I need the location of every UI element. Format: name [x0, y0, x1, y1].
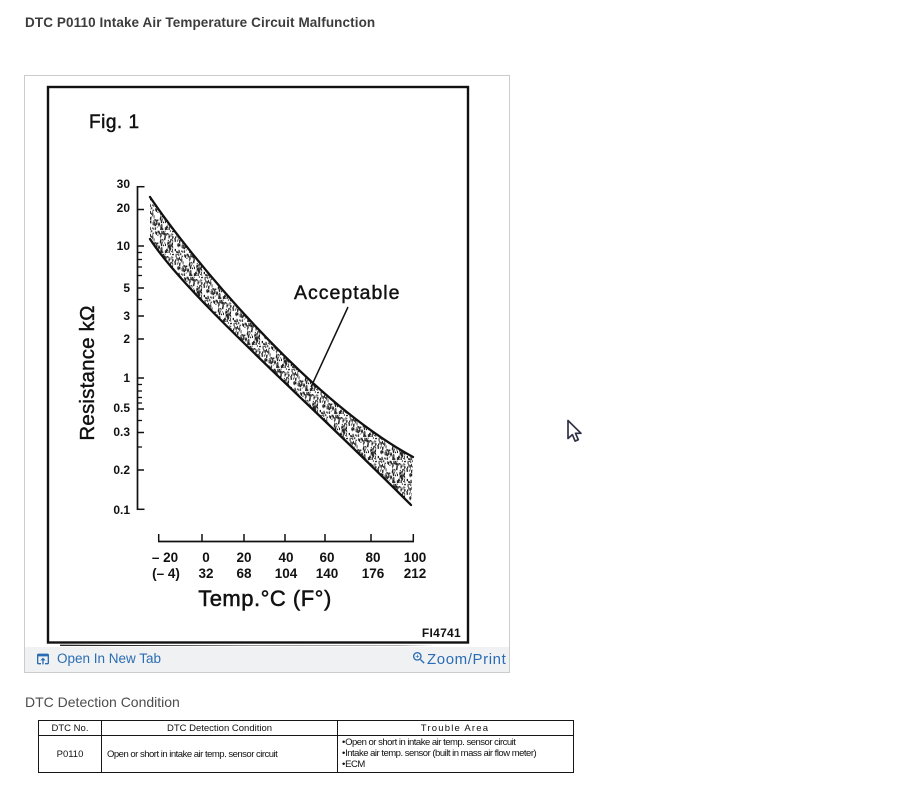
svg-text:5: 5 — [123, 281, 130, 295]
svg-text:10: 10 — [117, 239, 131, 253]
svg-text:2: 2 — [123, 332, 130, 346]
svg-text:104: 104 — [275, 566, 298, 581]
svg-text:32: 32 — [198, 566, 213, 581]
svg-text:0.2: 0.2 — [113, 463, 130, 477]
svg-text:FI4741: FI4741 — [422, 626, 461, 640]
svg-text:(– 4): (– 4) — [152, 566, 180, 581]
svg-text:0.1: 0.1 — [113, 503, 130, 517]
svg-text:3: 3 — [123, 309, 130, 323]
svg-text:20: 20 — [236, 550, 251, 565]
svg-text:40: 40 — [278, 550, 293, 565]
svg-text:68: 68 — [236, 566, 252, 581]
svg-text:0: 0 — [202, 550, 210, 565]
svg-text:30: 30 — [117, 177, 131, 191]
svg-text:0.3: 0.3 — [113, 425, 130, 439]
svg-text:0.5: 0.5 — [113, 401, 130, 415]
svg-text:176: 176 — [362, 566, 385, 581]
svg-text:Temp.°C (F°): Temp.°C (F°) — [198, 586, 332, 611]
svg-text:100: 100 — [404, 550, 427, 565]
svg-text:Acceptable: Acceptable — [294, 282, 400, 304]
svg-text:212: 212 — [404, 566, 427, 581]
svg-text:Fig. 1: Fig. 1 — [89, 112, 140, 133]
svg-text:20: 20 — [117, 201, 131, 215]
svg-text:80: 80 — [365, 550, 380, 565]
svg-text:140: 140 — [316, 566, 339, 581]
svg-text:– 20: – 20 — [152, 550, 178, 565]
svg-text:60: 60 — [319, 550, 334, 565]
svg-text:1: 1 — [123, 371, 130, 385]
svg-text:Resistance kΩ: Resistance kΩ — [76, 305, 99, 440]
